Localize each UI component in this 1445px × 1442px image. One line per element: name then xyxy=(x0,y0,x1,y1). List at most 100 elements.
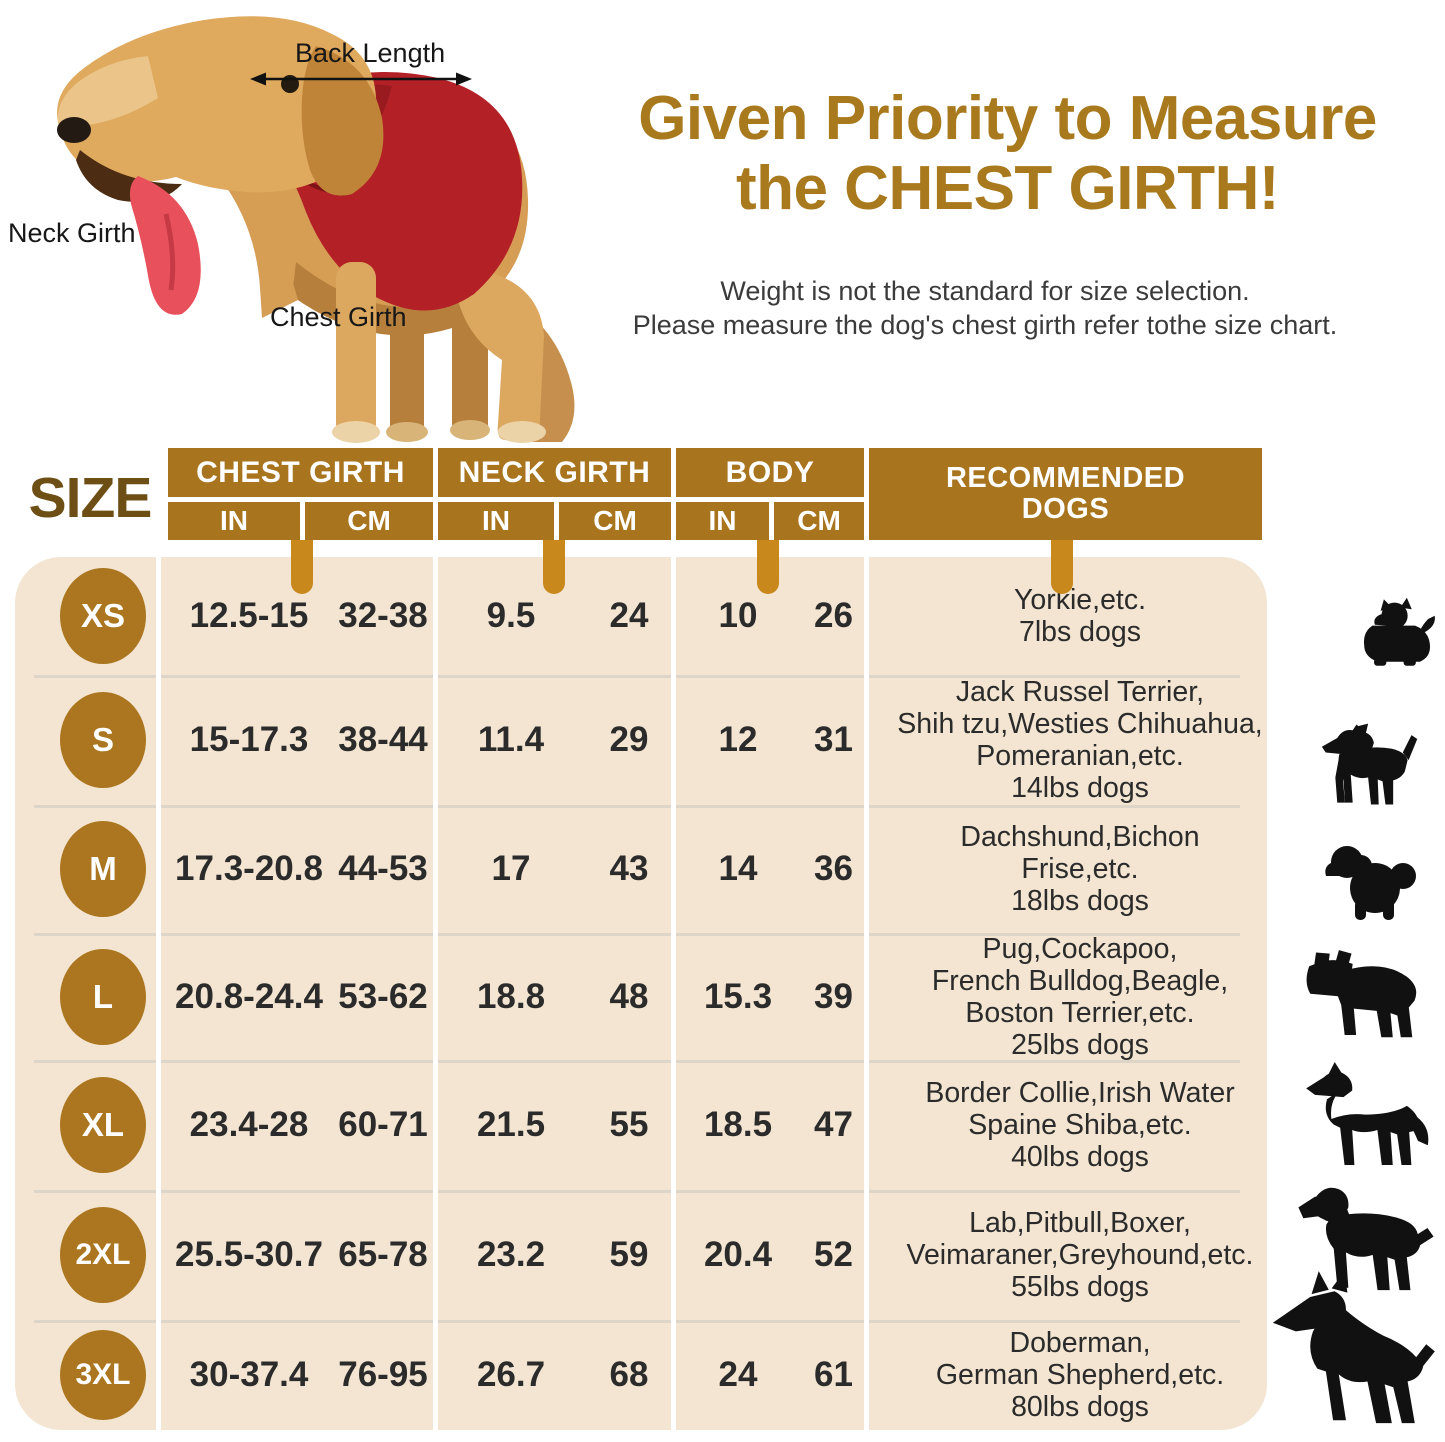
column-divider xyxy=(671,557,676,1430)
chest-in-cell: 30-37.4 xyxy=(189,1355,309,1394)
body-cm-cell: 39 xyxy=(814,976,853,1016)
column-divider xyxy=(156,557,161,1430)
row-divider xyxy=(34,1320,1240,1323)
neck-cm-cell: 43 xyxy=(609,849,649,888)
recommended-dogs-line: Spaine Shiba,etc. xyxy=(968,1109,1192,1141)
recommended-dogs-line: Dachshund,Bichon xyxy=(960,821,1200,853)
size-badge: 2XL xyxy=(60,1207,146,1303)
neck-cm-cell: 24 xyxy=(609,596,649,635)
neck-in-cell: 11.4 xyxy=(477,720,545,759)
neck-in-cell: 18.8 xyxy=(476,976,546,1016)
body-in-cell: 12 xyxy=(718,720,758,759)
body-cm-cell: 47 xyxy=(814,1105,853,1144)
row-divider xyxy=(34,805,1240,808)
jack-russell-icon xyxy=(1318,720,1424,810)
recommended-dogs-line: 7lbs dogs xyxy=(1018,616,1141,648)
neck-in-cell: 26.7 xyxy=(476,1355,546,1394)
hanger-tab xyxy=(543,540,565,594)
body-in-cell: 18.5 xyxy=(703,1105,773,1144)
row-divider xyxy=(34,1190,1240,1193)
recommended-dogs-header-line2: DOGS xyxy=(1021,493,1110,525)
subtitle: Weight is not the standard for size sele… xyxy=(540,274,1430,342)
recommended-dogs-line: Pug,Cockapoo, xyxy=(982,932,1178,965)
size-badge-label: 3XL xyxy=(75,1358,131,1391)
neck-cm-cell: 48 xyxy=(609,976,649,1016)
size-badge: XS xyxy=(60,568,146,664)
table-row-xl: XL 23.4-28 60-71 21.5 55 18.5 47 Border … xyxy=(15,1060,1267,1190)
size-badge-label: 2XL xyxy=(75,1238,131,1271)
neck-in-cell: 21.5 xyxy=(476,1105,546,1144)
size-badge-label: L xyxy=(92,977,114,1015)
recommended-dogs-line: Shih tzu,Westies Chihuahua, xyxy=(897,708,1263,740)
table-row-xs: XS 12.5-15 32-38 9.5 24 10 26 Yorkie,etc… xyxy=(15,557,1267,675)
recommended-dogs-line: Border Collie,Irish Water xyxy=(925,1077,1235,1109)
recommended-dogs-line: German Shepherd,etc. xyxy=(935,1359,1225,1391)
doberman-icon xyxy=(1270,1270,1442,1430)
recommended-dogs-line: 40lbs dogs xyxy=(1011,1141,1149,1173)
body-in-cell: 10 xyxy=(718,596,758,635)
body-in-header: IN xyxy=(676,502,769,540)
page-title-line2: the CHEST GIRTH! xyxy=(735,154,1280,223)
spaniel-icon xyxy=(1296,1180,1436,1298)
recommended-dogs-cell: Lab,Pitbull,Boxer, Veimaraner,Greyhound,… xyxy=(883,1190,1277,1320)
neck-cm-cell: 29 xyxy=(609,720,649,759)
recommended-dogs-cell: Doberman, German Shepherd,etc. 80lbs dog… xyxy=(883,1320,1277,1430)
recommended-dogs-line: Jack Russel Terrier, xyxy=(955,676,1205,708)
size-badge: S xyxy=(60,692,146,788)
chest-girth-label: Chest Girth xyxy=(270,302,407,332)
body-header: BODY xyxy=(676,448,864,497)
row-divider xyxy=(34,1060,1240,1063)
page-title-line1: Given Priority to Measure xyxy=(638,84,1377,153)
size-badge-label: M xyxy=(89,850,117,887)
recommended-dogs-header-line1: RECOMMENDED xyxy=(945,462,1186,494)
body-cm-cell: 61 xyxy=(814,1355,853,1394)
row-divider xyxy=(34,675,1240,678)
body-cm-cell: 31 xyxy=(814,720,853,759)
chest-cm-cell: 44-53 xyxy=(338,849,428,888)
neck-in-cell: 9.5 xyxy=(486,596,536,635)
border-collie-icon xyxy=(1304,1058,1430,1180)
chest-in-cell: 15-17.3 xyxy=(189,720,309,759)
recommended-dogs-line: 14lbs dogs xyxy=(1011,772,1149,804)
table-row-3xl: 3XL 30-37.4 76-95 26.7 68 24 61 Doberman… xyxy=(15,1320,1267,1430)
body-cm-cell: 26 xyxy=(814,596,853,635)
dog-photo-illustration xyxy=(57,16,575,443)
chest-cm-cell: 60-71 xyxy=(338,1105,428,1144)
size-column-header: SIZE xyxy=(28,466,153,530)
chest-cm-cell: 32-38 xyxy=(338,596,428,635)
recommended-dogs-line: French Bulldog,Beagle, xyxy=(931,964,1229,997)
body-in-cell: 20.4 xyxy=(703,1235,773,1274)
chest-cm-cell: 65-78 xyxy=(338,1235,428,1274)
recommended-dogs-line: Pomeranian,etc. xyxy=(976,740,1184,772)
neck-cm-header: CM xyxy=(559,502,671,540)
size-badge: L xyxy=(60,948,146,1045)
neck-cm-cell: 68 xyxy=(609,1355,649,1394)
recommended-dogs-cell: Border Collie,Irish Water Spaine Shiba,e… xyxy=(883,1060,1277,1190)
neck-cm-cell: 55 xyxy=(609,1105,649,1144)
back-length-label: Back Length xyxy=(295,38,446,68)
recommended-dogs-header: RECOMMENDED DOGS xyxy=(869,448,1262,540)
hanger-tab xyxy=(757,540,779,594)
size-badge: XL xyxy=(60,1077,146,1173)
table-body-panel xyxy=(15,557,1267,1430)
recommended-dogs-cell: Pug,Cockapoo, French Bulldog,Beagle, Bos… xyxy=(883,932,1277,1061)
body-cm-header: CM xyxy=(774,502,864,540)
yorkie-icon xyxy=(1356,596,1438,670)
hanger-tab xyxy=(291,540,313,594)
body-in-cell: 24 xyxy=(718,1355,758,1394)
chest-cm-cell: 38-44 xyxy=(338,720,428,759)
chest-cm-header: CM xyxy=(305,502,433,540)
row-divider xyxy=(34,933,1240,936)
table-row-l: L 20.8-24.4 53-62 18.8 48 15.3 39 Pug,Co… xyxy=(15,933,1267,1061)
chest-in-cell: 25.5-30.7 xyxy=(175,1235,323,1274)
size-badge-label: XS xyxy=(80,597,126,634)
chest-in-cell: 23.4-28 xyxy=(189,1105,309,1144)
size-badge-label: S xyxy=(91,721,114,758)
chest-in-header: IN xyxy=(168,502,300,540)
recommended-dogs-line: Lab,Pitbull,Boxer, xyxy=(969,1207,1191,1239)
column-divider xyxy=(864,557,869,1430)
recommended-dogs-line: 25lbs dogs xyxy=(1011,1028,1149,1061)
bichon-frise-icon xyxy=(1318,840,1424,924)
table-row-m: M 17.3-20.8 44-53 17 43 14 36 Dachshund,… xyxy=(15,805,1267,933)
size-badge-label: XL xyxy=(81,1106,125,1143)
